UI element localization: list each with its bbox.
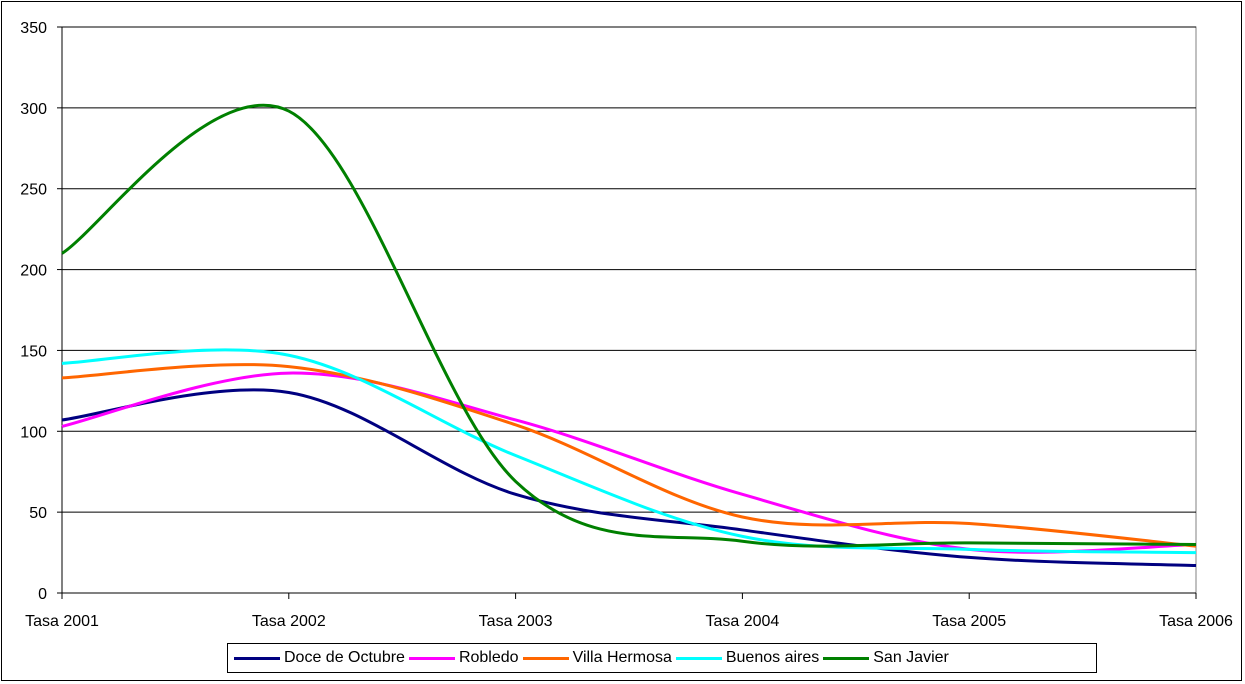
legend-swatch [675,656,722,660]
x-tick-label: Tasa 2002 [252,613,326,630]
legend-swatch [234,656,280,660]
legend-item-villa-hermosa: Villa Hermosa [522,649,672,667]
legend-label: Villa Hermosa [572,649,672,666]
series-line-doce-de-octubre [61,388,1197,568]
legend-item-buenos-aires: Buenos aires [675,649,820,667]
y-tick-label: 300 [20,101,47,118]
x-tick-label: Tasa 2004 [705,613,779,630]
y-tick-label: 50 [29,505,47,522]
y-tick-label: 0 [38,586,47,603]
series-line-san-javier [61,103,1197,548]
y-tick-label: 150 [20,343,47,360]
x-tick-label: Tasa 2003 [479,613,553,630]
legend-item-doce-de-octubre: Doce de Octubre [234,649,405,667]
legend-label: San Javier [873,649,949,666]
legend-label: Buenos aires [725,649,820,666]
y-tick-label: 100 [20,424,47,441]
x-tick-label: Tasa 2005 [932,613,1006,630]
x-tick-label: Tasa 2001 [25,613,99,630]
plot-area [61,26,1197,594]
series-line-villa-hermosa [61,363,1197,548]
x-tick-label: Tasa 2006 [1159,613,1233,630]
legend: Doce de Octubre Robledo Villa Hermosa Bueno… [227,643,1097,673]
y-tick-label: 350 [20,20,47,37]
series-line-buenos-aires [61,348,1197,555]
legend-item-san-javier: San Javier [823,649,949,667]
legend-label: Doce de Octubre [284,649,405,666]
legend-swatch [522,656,569,660]
y-tick-label: 250 [20,182,47,199]
legend-swatch [823,656,870,660]
legend-swatch [408,656,455,660]
y-tick-label: 200 [20,263,47,280]
legend-item-robledo: Robledo [408,649,519,667]
legend-label: Robledo [458,649,519,666]
